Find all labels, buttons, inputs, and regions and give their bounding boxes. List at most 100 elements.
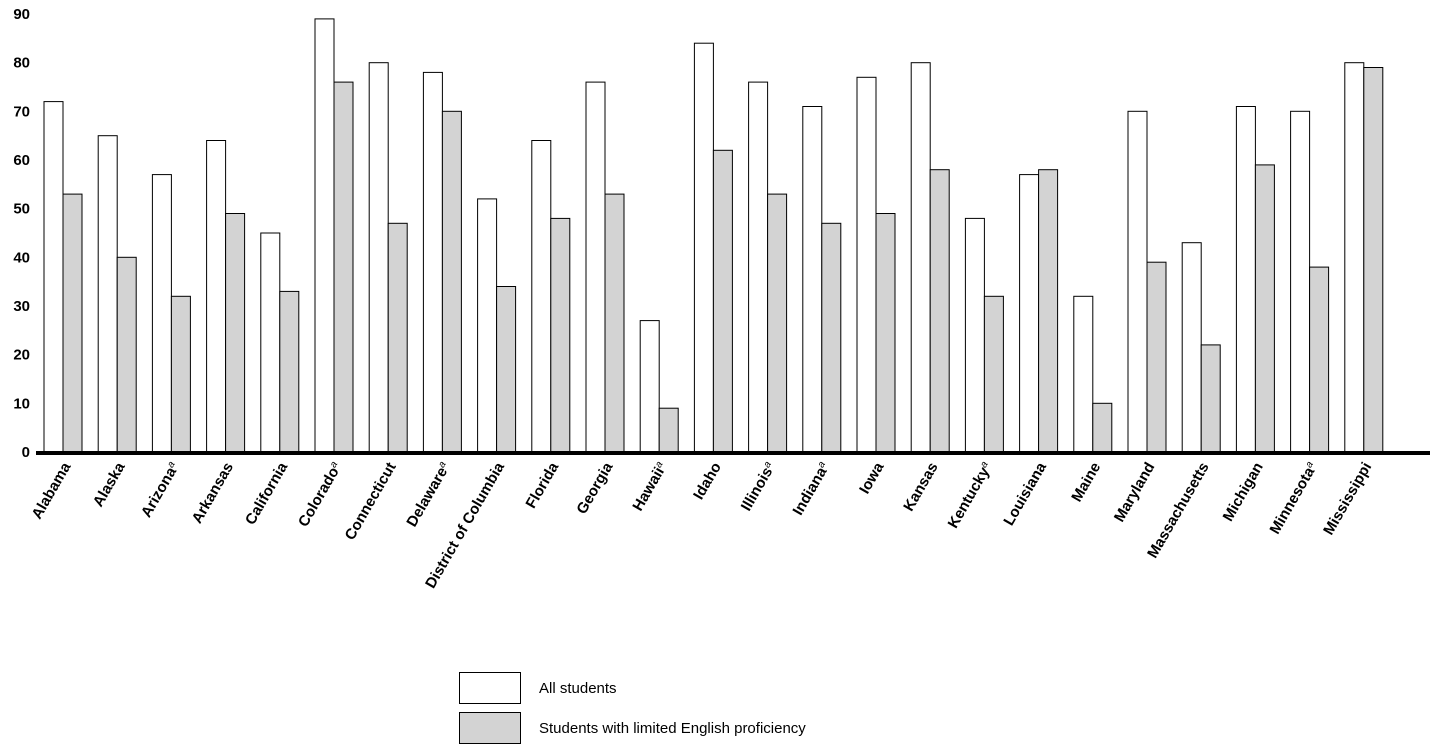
bar-limited-english: [550, 217, 571, 453]
category-name: Maryland: [1111, 460, 1159, 526]
bar-limited-english: [875, 213, 896, 453]
bar-all-students: [802, 106, 823, 453]
x-category-label: Connecticut: [342, 459, 400, 543]
y-tick-label: 90: [13, 6, 30, 23]
x-category-label: Alabama: [28, 459, 74, 522]
y-tick-label: 80: [13, 55, 30, 72]
bar-limited-english: [333, 81, 354, 453]
bar-all-students: [856, 76, 877, 453]
bar-all-students: [1127, 110, 1148, 453]
y-tick-label: 10: [13, 395, 30, 412]
x-category-label: Mississippi: [1320, 460, 1375, 539]
category-name: Alabama: [28, 459, 74, 522]
bar-all-students: [964, 217, 985, 453]
x-category-label: Illinoisa: [738, 459, 779, 514]
x-category-label: Maine: [1068, 460, 1104, 505]
bar-limited-english: [1038, 169, 1059, 453]
y-tick-label: 30: [13, 298, 30, 315]
bar-limited-english: [929, 169, 950, 453]
category-name: Hawaii: [629, 464, 667, 514]
bar-limited-english: [1200, 344, 1221, 453]
x-category-label: Georgia: [573, 459, 616, 517]
bar-limited-english: [604, 193, 625, 453]
y-tick-label: 50: [13, 201, 30, 218]
x-category-label: Arkansas: [189, 460, 237, 527]
footnote-marker: a: [1304, 459, 1317, 470]
x-category-label: Louisiana: [1000, 459, 1050, 529]
bar-all-students: [693, 42, 714, 453]
x-category-label: Idaho: [690, 460, 725, 503]
legend-label-lep-students: Students with limited English proficienc…: [539, 720, 806, 737]
bar-all-students: [260, 232, 281, 453]
bar-limited-english: [821, 222, 842, 453]
bar-limited-english: [1363, 67, 1384, 453]
bar-chart: 0 10 20 30 40 50 60 70 80 90 Alabama Alaska Arizona…: [13, 6, 1430, 591]
bar-all-students: [97, 135, 118, 453]
category-name: California: [242, 459, 292, 528]
x-category-label: Florida: [523, 459, 563, 511]
y-tick-label: 70: [13, 103, 30, 120]
bar-all-students: [1344, 62, 1365, 453]
footnote-marker: a: [816, 459, 829, 470]
footnote-marker: a: [436, 459, 449, 470]
category-name: Delaware: [403, 464, 451, 530]
footnote-marker: a: [328, 459, 341, 470]
category-name: Colorado: [295, 464, 343, 530]
bar-all-students: [206, 140, 227, 453]
footnote-marker: a: [653, 459, 666, 470]
bar-limited-english: [658, 407, 679, 453]
x-category-label: Kansas: [900, 460, 941, 515]
bar-limited-english: [767, 193, 788, 453]
category-name: Georgia: [573, 459, 616, 517]
x-category-label: Delawarea: [403, 459, 454, 530]
x-category-label: Indianaa: [790, 459, 834, 518]
category-name: Idaho: [690, 460, 725, 503]
category-name: Maine: [1068, 460, 1104, 505]
footnote-marker: a: [978, 459, 991, 470]
bar-limited-english: [1254, 164, 1275, 453]
category-name: Minnesota: [1266, 464, 1318, 537]
bar-limited-english: [170, 295, 191, 453]
bar-all-students: [1019, 174, 1040, 453]
x-category-label: Arizonaa: [138, 459, 183, 520]
bar-limited-english: [116, 256, 137, 453]
footnote-marker: a: [762, 459, 775, 470]
category-name: Louisiana: [1000, 459, 1050, 529]
bar-all-students: [1181, 242, 1202, 453]
x-category-label: Iowa: [856, 459, 888, 497]
bar-all-students: [910, 62, 931, 453]
y-axis-ticks: 0 10 20 30 40 50 60 70 80 90: [13, 6, 30, 461]
legend-swatch-all-students: [459, 672, 521, 704]
bar-all-students: [639, 320, 660, 453]
x-category-label: Hawaiia: [629, 459, 670, 514]
category-name: Indiana: [790, 464, 831, 519]
bar-limited-english: [1092, 402, 1113, 453]
category-name: Florida: [523, 459, 563, 511]
bar-all-students: [1290, 110, 1311, 453]
category-name: Illinois: [738, 464, 776, 514]
category-name: Mississippi: [1320, 460, 1375, 539]
bar-limited-english: [387, 222, 408, 453]
bar-limited-english: [1146, 261, 1167, 453]
bar-limited-english: [1309, 266, 1330, 453]
bar-all-students: [314, 18, 335, 453]
x-category-label: Coloradoa: [295, 459, 346, 530]
y-tick-label: 20: [13, 347, 30, 364]
x-category-label: Maryland: [1111, 460, 1159, 526]
bar-limited-english: [441, 110, 462, 453]
bar-all-students: [422, 71, 443, 453]
footnote-marker: a: [165, 459, 178, 470]
category-name: Iowa: [856, 459, 888, 497]
x-category-label: California: [242, 459, 292, 528]
bar-limited-english: [983, 295, 1004, 453]
bar-all-students: [748, 81, 769, 453]
x-category-label: Alaska: [90, 459, 129, 510]
bar-limited-english: [279, 290, 300, 453]
category-name: Michigan: [1220, 460, 1267, 525]
x-category-label: Michigan: [1220, 460, 1267, 525]
category-name: Arizona: [138, 464, 181, 521]
bar-limited-english: [62, 193, 83, 453]
x-category-label: Kentuckya: [945, 459, 996, 531]
bar-all-students: [477, 198, 498, 453]
bar-all-students: [531, 140, 552, 453]
